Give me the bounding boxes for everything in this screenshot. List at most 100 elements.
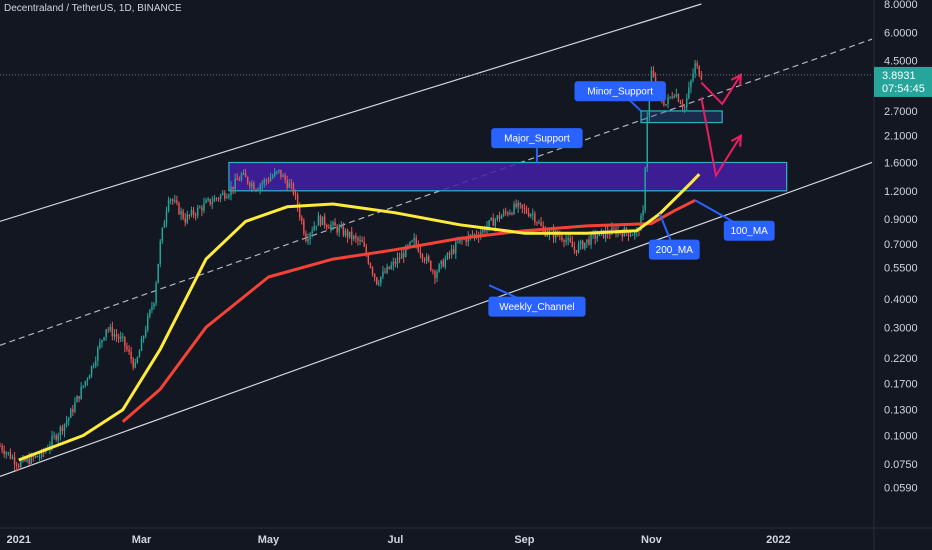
candle-body xyxy=(500,215,503,219)
candle-body xyxy=(5,452,7,455)
candle-body xyxy=(427,256,430,261)
candle-body xyxy=(257,189,259,191)
candle-body xyxy=(188,214,191,216)
candle-body xyxy=(30,455,32,465)
zone-major-support xyxy=(228,161,788,192)
candle-body xyxy=(249,182,251,187)
candle-body xyxy=(348,231,351,238)
candle-body xyxy=(571,241,574,248)
candle-body xyxy=(627,232,630,237)
candle-body xyxy=(575,250,578,253)
candle-body xyxy=(380,276,382,284)
callout-box xyxy=(723,220,775,241)
candle-body xyxy=(494,219,497,226)
candle-body xyxy=(107,329,109,331)
candle-body xyxy=(294,193,297,195)
candle-body xyxy=(398,257,401,259)
candle-body xyxy=(3,450,5,455)
candle-body xyxy=(321,216,324,226)
candle-body xyxy=(631,234,634,236)
candle-body xyxy=(359,240,361,242)
candle-body xyxy=(205,200,207,204)
candle-body xyxy=(292,183,295,194)
candle-body xyxy=(163,222,166,228)
candle-body xyxy=(178,202,180,215)
candle-body xyxy=(577,244,580,253)
candle-body xyxy=(280,169,282,177)
candle-body xyxy=(86,379,89,382)
candle-body xyxy=(378,283,380,285)
candle-body xyxy=(542,225,544,230)
candle-body xyxy=(523,207,526,209)
candle-body xyxy=(232,186,234,190)
candle-body xyxy=(407,245,409,247)
y-tick-label: 2.7000 xyxy=(884,106,918,118)
candle-body xyxy=(484,228,486,232)
candle-body xyxy=(602,230,605,238)
candle-body xyxy=(363,242,365,247)
candle-body xyxy=(286,180,288,188)
candle-body xyxy=(228,194,230,198)
callout-box xyxy=(648,239,700,260)
candle-body xyxy=(561,236,563,241)
candle-body xyxy=(269,177,272,182)
x-tick-label: 2022 xyxy=(766,534,790,546)
candle-body xyxy=(581,241,584,249)
candle-body xyxy=(515,203,517,208)
candle-body xyxy=(438,264,440,272)
candle-body xyxy=(413,237,415,241)
candle-body xyxy=(97,347,99,361)
candle-body xyxy=(15,464,18,466)
candle-body xyxy=(573,247,576,251)
candle-body xyxy=(72,409,74,412)
candle-body xyxy=(529,214,532,217)
candle-body xyxy=(132,359,134,368)
candle-body xyxy=(155,283,157,304)
candle-body xyxy=(157,263,159,284)
candle-body xyxy=(436,271,438,279)
channel-line-upper xyxy=(0,3,702,222)
candle-body xyxy=(634,231,636,235)
candle-body xyxy=(317,215,320,226)
candle-body xyxy=(95,360,97,366)
candle-body xyxy=(122,336,124,338)
x-tick-label: Nov xyxy=(641,534,663,546)
candle-body xyxy=(176,200,178,203)
candle-body xyxy=(496,215,499,220)
candle-body xyxy=(509,212,511,215)
candle-body xyxy=(161,227,164,242)
candle-body xyxy=(149,309,151,317)
candle-body xyxy=(57,434,60,440)
moving-average-layer xyxy=(18,173,701,462)
callout-label: Major_Support xyxy=(504,134,570,145)
callout-label: 100_MA xyxy=(731,226,769,237)
y-tick-label: 0.1300 xyxy=(884,405,918,417)
candle-body xyxy=(546,234,549,237)
candle-body xyxy=(538,222,540,224)
candle-body xyxy=(226,197,228,199)
y-tick-label: 2.1000 xyxy=(884,131,918,143)
candle-body xyxy=(230,186,232,195)
channel-line-lower xyxy=(0,161,873,477)
candle-body xyxy=(74,402,76,412)
candle-body xyxy=(32,455,35,458)
candle-body xyxy=(67,417,70,421)
candle-body xyxy=(419,251,422,255)
candle-body xyxy=(502,211,505,216)
projection-arrow xyxy=(700,74,742,106)
y-tick-label: 0.4000 xyxy=(884,294,918,306)
candle-body xyxy=(490,218,492,221)
candle-body xyxy=(109,326,112,330)
candle-body xyxy=(153,303,155,307)
candle-body xyxy=(361,240,363,243)
candle-body xyxy=(667,97,669,105)
candle-body xyxy=(646,117,648,168)
candle-body xyxy=(311,230,313,234)
candle-body xyxy=(452,249,455,254)
candle-body xyxy=(151,306,153,310)
candle-body xyxy=(130,351,132,360)
candle-body xyxy=(340,226,343,228)
candle-body xyxy=(51,436,53,446)
